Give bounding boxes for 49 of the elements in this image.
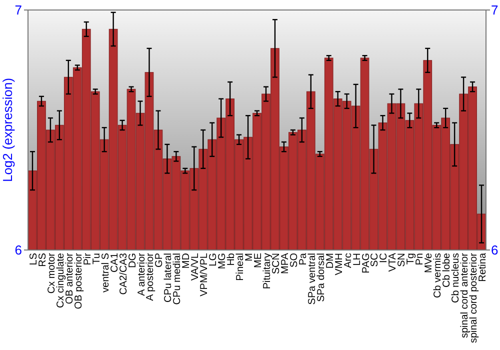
x-tick-label: SPa ventral [306,253,318,305]
x-tick-label: M [244,253,256,262]
x-tick-label: Pituitary [262,253,273,290]
x-tick-label: Retina [478,252,489,282]
x-tick-label: A anterior [136,252,148,296]
x-tick-label: RS [37,252,48,267]
x-tick-label: ventral S [100,252,112,292]
x-tick-label: PAG [360,252,372,274]
x-tick-label: CA2/CA3 [118,252,130,295]
x-tick-label: IC [378,253,390,263]
x-tick-label: spinal cord anterior [460,252,471,338]
x-tick-label: CA1 [109,252,120,272]
x-tick-label: Hb [226,252,238,266]
x-tick-label: Tu [91,253,102,264]
x-tick-label: LS [28,252,40,266]
x-tick-label: VTA [388,252,399,272]
x-tick-label: MVe [424,252,435,274]
x-tick-label: DM [324,253,336,269]
x-tick-label: OB posterior [73,252,84,310]
x-tick-label: SCN [270,253,282,274]
x-tick-label: SPa dorsal [316,253,327,302]
x-tick-label: spinal cord posterior [468,252,480,344]
x-tick-label: Pa [298,252,309,266]
x-tick-label: Cb lobe [442,252,453,288]
x-tick-label: VMH [334,253,345,276]
x-tick-label: Cx cingulate [55,252,66,308]
x-tick-label: LG [208,252,220,266]
x-tick-label: OB anterior [64,252,76,304]
x-tick-label: Tg [406,253,417,265]
x-tick-label: Arc [342,253,354,268]
y-axis-title: Log2 (expression) [0,78,15,182]
x-tick-label: SN [396,253,408,267]
x-tick-label: Cb nucleus [450,253,462,304]
x-tick-label: Pn [414,253,426,266]
x-tick-label: SO [288,252,300,268]
x-tick-label: Pineal [235,253,246,281]
x-tick-label: DG [127,252,138,268]
x-tick-label: SC [370,253,381,267]
x-tick-label: GP [154,252,166,268]
x-tick-label: Pir [82,252,94,266]
x-tick-label: LH [352,253,363,266]
x-tick-label: VPM/VPL [199,252,210,296]
x-tick-label: CPu medial [172,253,184,305]
x-tick-label: Cx motor [46,252,58,294]
y2-tick-label: 6 [491,242,498,258]
x-tick-label: MPA [280,252,291,274]
x-tick-label: A posterior [145,252,156,301]
x-tick-label: ME [253,252,264,268]
y2-tick-label: 7 [491,2,498,18]
